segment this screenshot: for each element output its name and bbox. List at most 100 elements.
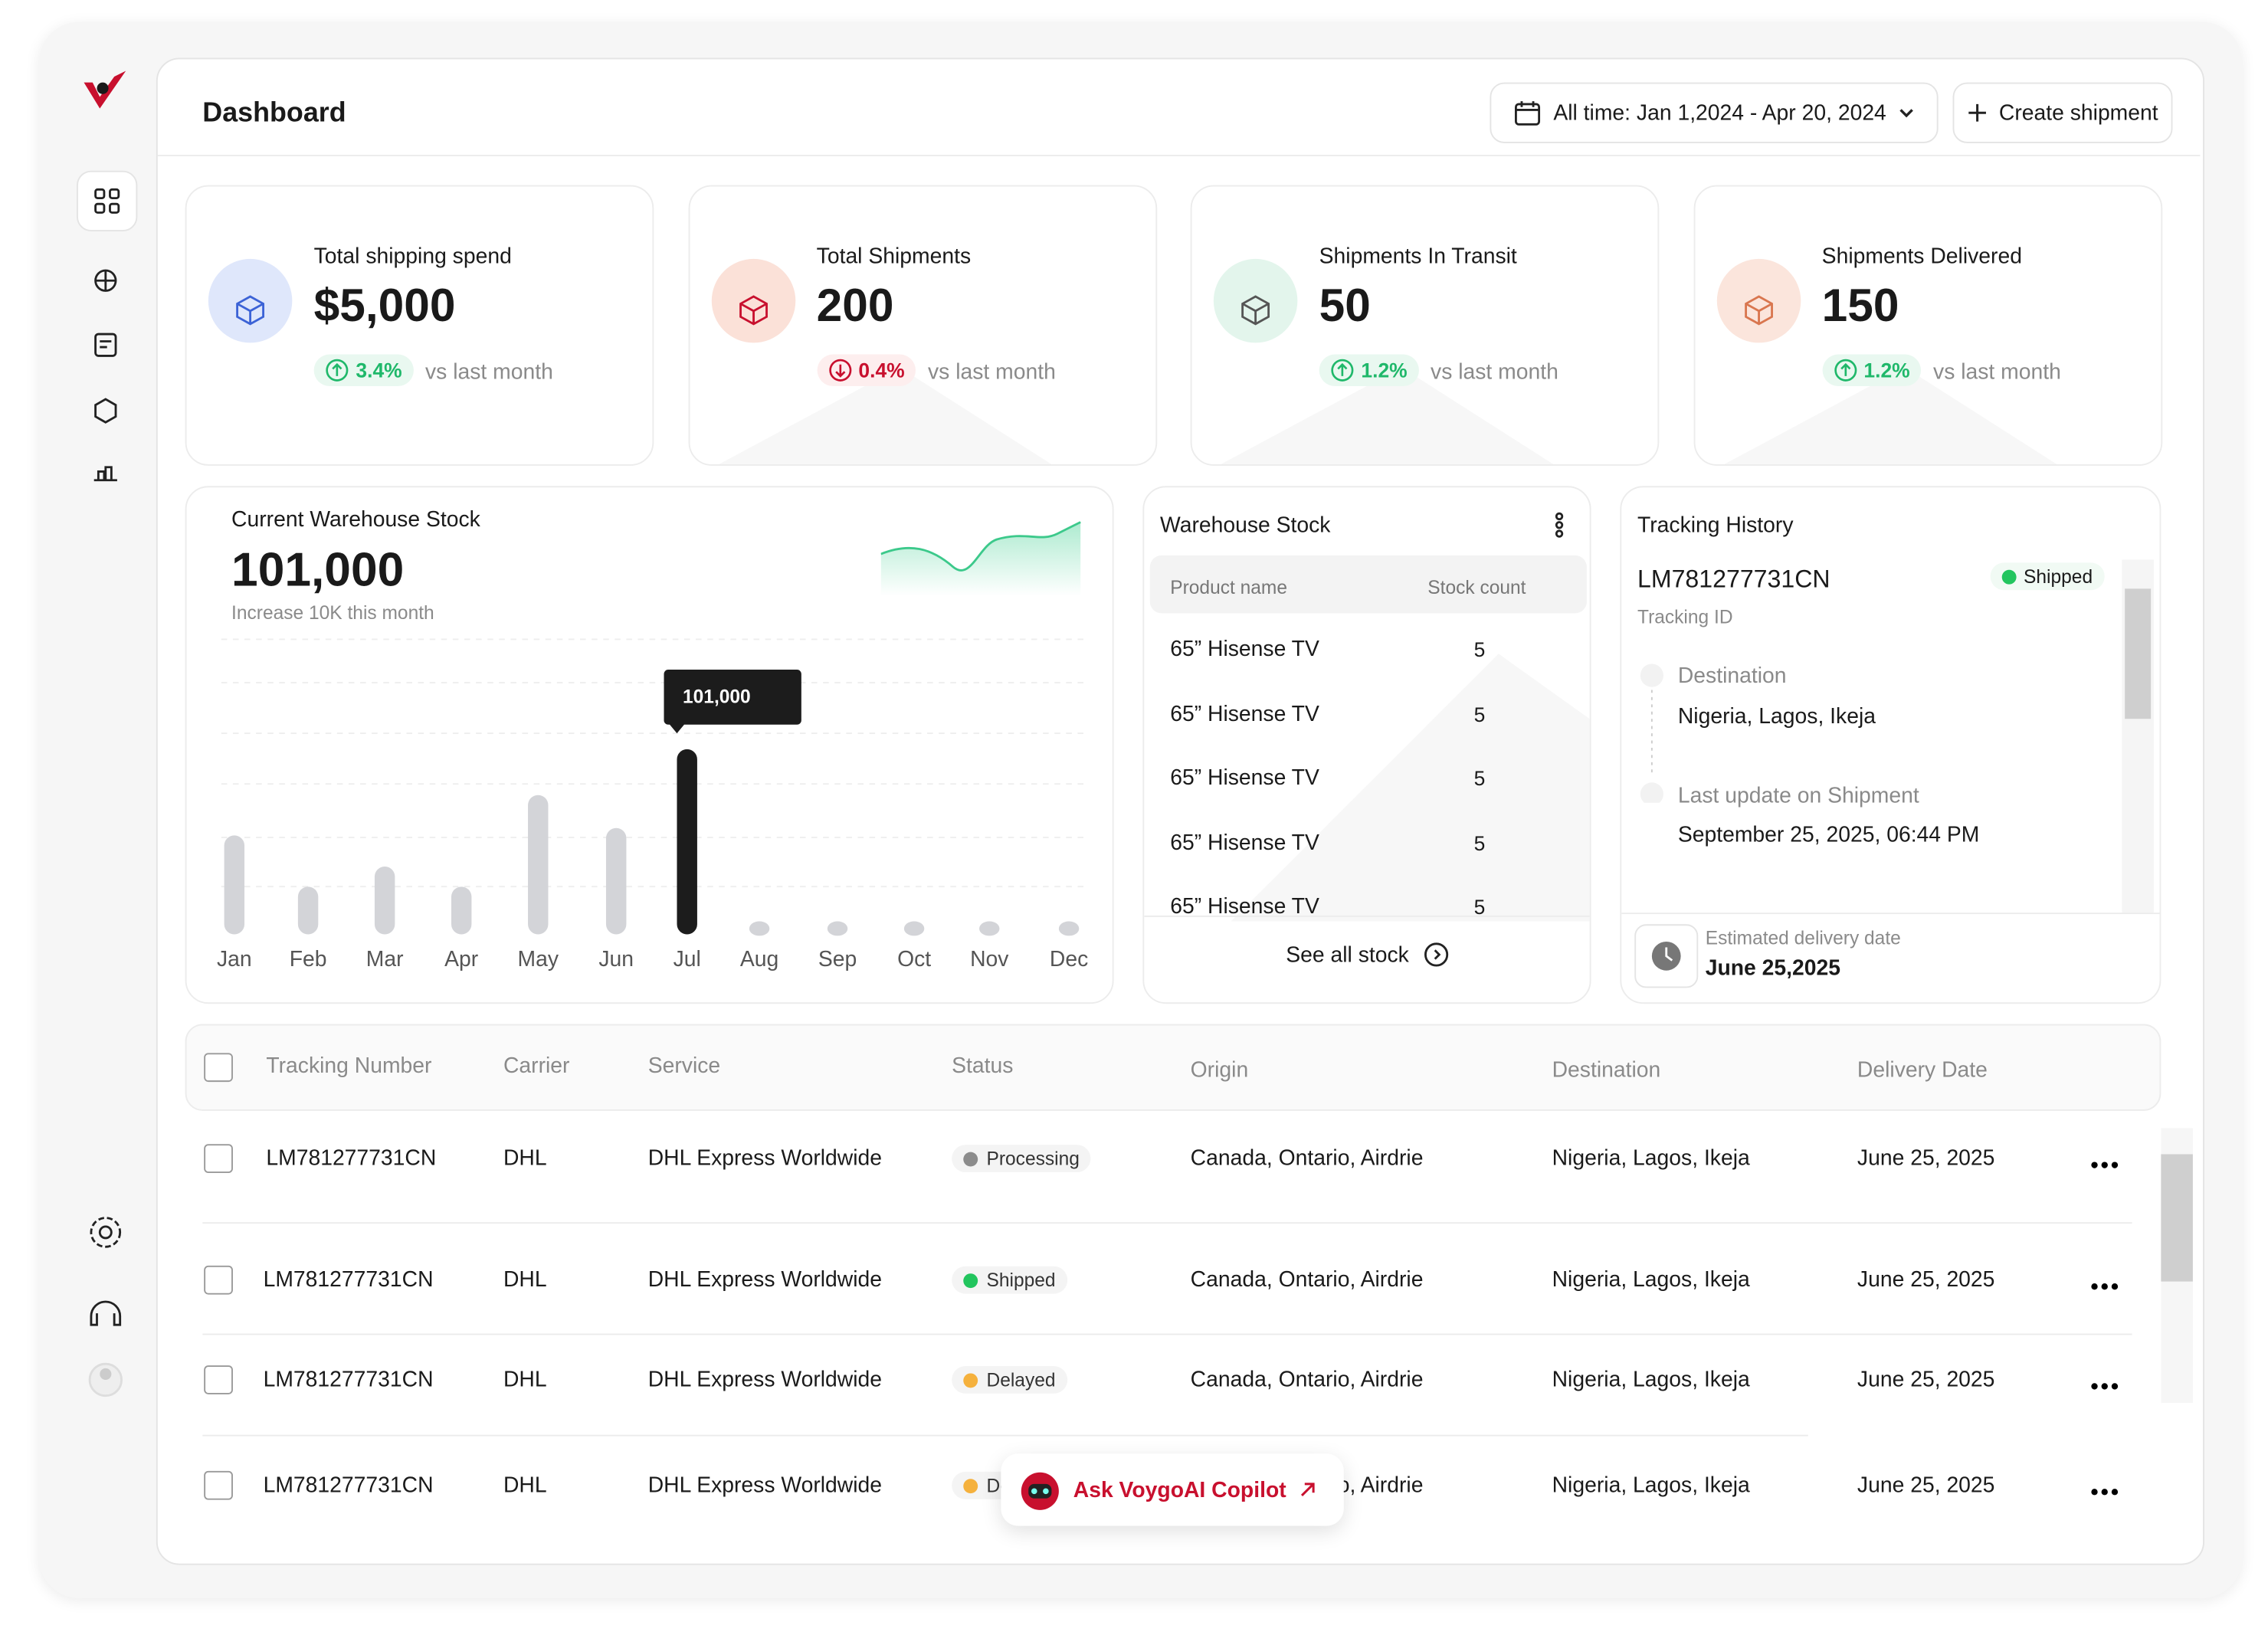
cell: DHL xyxy=(503,1367,547,1393)
product-name: 65” Hisense TV xyxy=(1170,830,1319,855)
cell: June 25, 2025 xyxy=(1857,1146,1995,1171)
cell: DHL Express Worldwide xyxy=(647,1267,883,1293)
row-menu[interactable] xyxy=(2090,1472,2119,1505)
row-menu[interactable] xyxy=(2090,1266,2119,1299)
x-tick-label: Jan xyxy=(217,946,252,971)
change-pill: 3.4% xyxy=(313,354,414,387)
product-name: 65” Hisense TV xyxy=(1170,637,1319,662)
step-value: September 25, 2025, 06:44 PM xyxy=(1677,823,1980,848)
cell: DHL xyxy=(503,1267,547,1293)
stat-icon xyxy=(1213,258,1298,343)
x-tick-label: May xyxy=(518,946,559,971)
stat-icon xyxy=(208,258,293,343)
nav-bottom-icons[interactable] xyxy=(87,1212,124,1400)
change-value: 1.2% xyxy=(1863,359,1910,382)
logo xyxy=(84,70,126,109)
stat-card: Shipments Delivered 150 1.2% vs last month xyxy=(1693,185,2162,466)
x-tick-label: Mar xyxy=(366,946,404,971)
cell: LM781277731CN xyxy=(263,1367,434,1393)
checkbox[interactable] xyxy=(204,1265,233,1295)
change-pill: 0.4% xyxy=(816,354,916,387)
tracking-card: Tracking History LM781277731CN Shipped T… xyxy=(1620,486,2161,1004)
cell: LM781277731CN xyxy=(263,1267,434,1293)
x-tick-label: Dec xyxy=(1050,946,1088,971)
tracking-id: LM781277731CN xyxy=(1637,565,1830,593)
create-shipment-button[interactable]: Create shipment xyxy=(1952,82,2173,143)
bar xyxy=(528,795,549,935)
status-dot xyxy=(963,1478,978,1493)
stock-card: Current Warehouse Stock 101,000 Increase… xyxy=(185,486,1114,1004)
checkbox[interactable] xyxy=(204,1470,233,1500)
menu-icon[interactable] xyxy=(1552,510,1567,539)
nav-dashboard[interactable] xyxy=(77,170,138,232)
product-name: 65” Hisense TV xyxy=(1170,894,1319,919)
stat-value: 150 xyxy=(1821,279,1899,332)
bar xyxy=(827,921,848,936)
step-label: Destination xyxy=(1677,664,1787,689)
stat-value: $5,000 xyxy=(313,279,456,332)
stat-card: Total shipping spend $5,000 3.4% vs last mo… xyxy=(185,185,654,466)
x-tick-label: Oct xyxy=(897,946,931,971)
product-name: 65” Hisense TV xyxy=(1170,765,1319,791)
eta-value: June 25,2025 xyxy=(1705,955,1841,981)
x-tick-label: Sep xyxy=(818,946,857,971)
checkbox[interactable] xyxy=(204,1365,233,1394)
cell: June 25, 2025 xyxy=(1857,1267,1995,1293)
column-header: Delivery Date xyxy=(1857,1057,1988,1083)
cell: Canada, Ontario, Airdrie xyxy=(1190,1146,1424,1171)
stat-card: Shipments In Transit 50 1.2% vs last month xyxy=(1190,185,1660,466)
status-badge: Shipped xyxy=(952,1266,1067,1294)
table-scrollbar[interactable] xyxy=(2161,1128,2193,1404)
stock-subtitle: Increase 10K this month xyxy=(231,601,434,624)
bar xyxy=(451,886,472,935)
step-label: Last update on Shipment xyxy=(1677,784,1919,809)
sparkline xyxy=(880,521,1081,596)
status: Processing xyxy=(952,1145,1091,1173)
checkbox[interactable] xyxy=(204,1144,233,1174)
date-range-text: All time: Jan 1,2024 - Apr 20, 2024 xyxy=(1553,100,1886,126)
status-text: Delayed xyxy=(986,1368,1056,1391)
x-tick-label: Feb xyxy=(290,946,327,971)
bar xyxy=(903,921,925,936)
stock-chart: Jan Feb Mar Apr May Jun Jul 101,000 Aug Sep Oct Nov… xyxy=(217,638,1090,971)
comparison: vs last month xyxy=(425,360,553,385)
stock-title: Current Warehouse Stock xyxy=(231,507,480,532)
status-text: Processing xyxy=(986,1147,1080,1170)
row-menu[interactable] xyxy=(2090,1145,2119,1178)
change-value: 1.2% xyxy=(1361,359,1408,382)
status: Delayed xyxy=(952,1366,1067,1394)
status-dot xyxy=(963,1273,978,1288)
stat-card: Total Shipments 200 0.4% vs last month xyxy=(687,185,1157,466)
tracking-status: Shipped xyxy=(1990,562,2105,591)
comparison: vs last month xyxy=(1431,360,1558,385)
x-tick-label: Jul xyxy=(674,946,701,971)
comparison: vs last month xyxy=(928,360,1056,385)
stock-count: 5 xyxy=(1473,702,1486,726)
status-text: Shipped xyxy=(986,1269,1056,1291)
cell: Canada, Ontario, Airdrie xyxy=(1190,1267,1424,1293)
stock-count: 5 xyxy=(1473,637,1486,661)
stat-label: Shipments In Transit xyxy=(1319,244,1517,270)
see-all-link[interactable]: See all stock xyxy=(1286,942,1449,968)
stat-value: 200 xyxy=(816,279,894,332)
see-all-text: See all stock xyxy=(1286,942,1409,967)
scrollbar[interactable] xyxy=(2122,559,2154,913)
status-text: Shipped xyxy=(2024,565,2093,588)
cell: DHL xyxy=(503,1146,547,1171)
checkbox[interactable] xyxy=(204,1053,233,1083)
value-label: 101,000 xyxy=(683,686,751,707)
date-range-button[interactable]: All time: Jan 1,2024 - Apr 20, 2024 xyxy=(1490,82,1939,143)
nav-icons[interactable] xyxy=(87,260,124,506)
cell: Canada, Ontario, Airdrie xyxy=(1190,1367,1424,1393)
stat-label: Shipments Delivered xyxy=(1821,244,2022,270)
column-header: Product name xyxy=(1170,576,1288,598)
copilot-button[interactable]: Ask VoygoAI Copilot xyxy=(1001,1453,1344,1526)
cell: DHL Express Worldwide xyxy=(647,1146,883,1171)
row-menu[interactable] xyxy=(2090,1366,2119,1399)
copilot-text: Ask VoygoAI Copilot xyxy=(1073,1477,1286,1502)
status-dot xyxy=(963,1372,978,1388)
bar xyxy=(749,921,770,936)
column-header: Destination xyxy=(1552,1057,1661,1083)
bar xyxy=(1058,921,1080,936)
